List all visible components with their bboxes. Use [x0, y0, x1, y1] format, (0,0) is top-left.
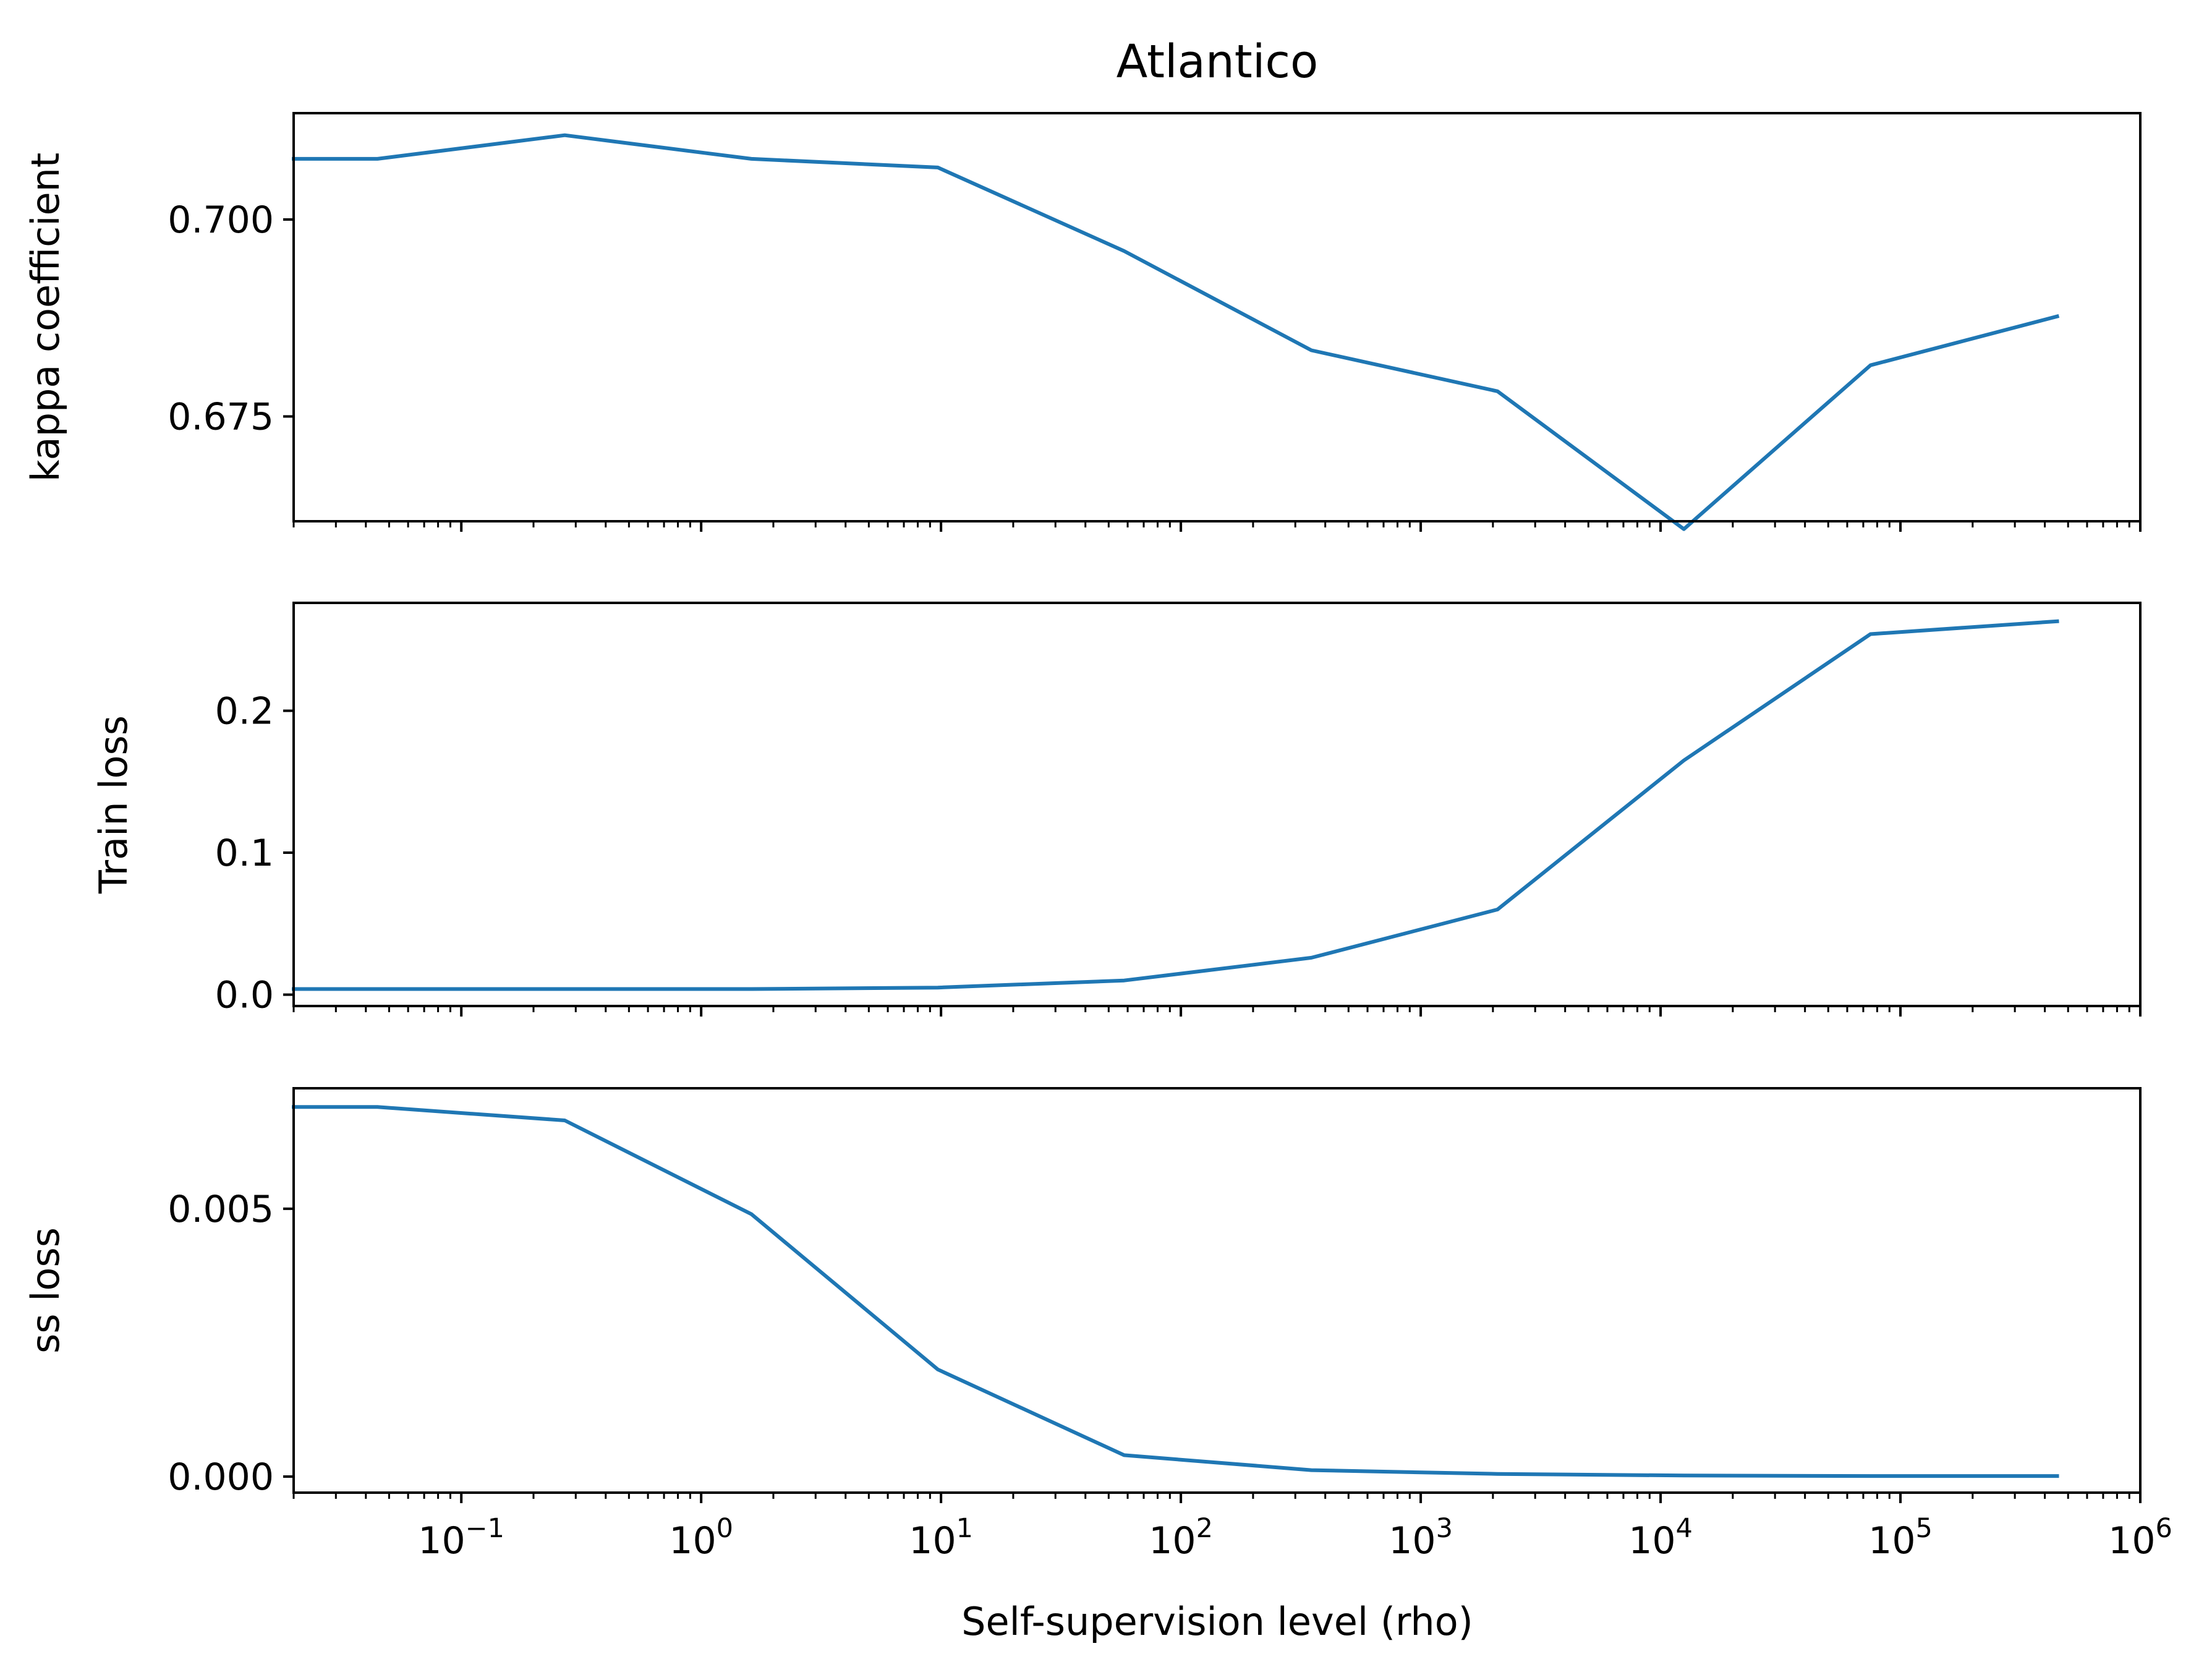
- y-tick-label: 0.0: [215, 974, 274, 1017]
- axes-frame-ss-loss: [292, 1087, 2142, 1494]
- data-point-train-loss: [376, 987, 380, 991]
- data-point-ss-loss: [1869, 1474, 1873, 1478]
- data-point-kappa: [2056, 315, 2059, 318]
- data-point-ss-loss: [1682, 1473, 1686, 1477]
- x-tick-label: 101: [909, 1513, 973, 1563]
- y-tick-label: 0.005: [168, 1188, 274, 1231]
- data-point-kappa: [1495, 390, 1499, 393]
- axes-frame-kappa: [292, 112, 2142, 522]
- y-tick-label: 0.2: [215, 689, 274, 733]
- data-point-train-loss: [936, 986, 940, 989]
- data-point-ss-loss: [749, 1213, 753, 1216]
- data-point-kappa: [749, 157, 753, 161]
- data-point-kappa: [1122, 249, 1126, 253]
- x-tick-label: 102: [1149, 1513, 1213, 1563]
- data-point-train-loss: [2056, 620, 2059, 623]
- data-point-train-loss: [1495, 908, 1499, 911]
- x-tick-label: 105: [1868, 1513, 1933, 1563]
- subplot-train-loss: 0.0 0.1 0.2 Train loss: [91, 602, 2142, 1017]
- y-tick-label: 0.000: [168, 1456, 274, 1499]
- y-tick-label: 0.675: [168, 396, 274, 439]
- data-point-kappa: [1869, 364, 1873, 367]
- data-point-train-loss: [1309, 956, 1313, 960]
- data-point-ss-loss: [376, 1105, 380, 1109]
- series-line-train-loss: [292, 619, 2059, 991]
- y-tick-label: 0.700: [168, 198, 274, 242]
- x-tick-label: 103: [1389, 1513, 1453, 1563]
- series-line-ss-loss: [292, 1105, 2059, 1478]
- y-tick-label: 0.1: [215, 832, 274, 875]
- data-point-train-loss: [1869, 633, 1873, 636]
- data-point-ss-loss: [2056, 1474, 2059, 1478]
- x-axis-label: Self-supervision level (rho): [961, 1599, 1473, 1644]
- x-tick-label: 10−1: [418, 1513, 504, 1563]
- axes-frame-train-loss: [292, 602, 2142, 1007]
- chart-title: Atlantico: [1117, 35, 1319, 88]
- data-point-ss-loss: [936, 1368, 940, 1371]
- data-point-train-loss: [1682, 759, 1686, 762]
- data-point-train-loss: [1122, 979, 1126, 983]
- x-tick-label: 104: [1628, 1513, 1693, 1563]
- x-tick-label: 100: [669, 1513, 733, 1563]
- data-point-ss-loss: [563, 1119, 567, 1122]
- subplot-ss-loss: 0.000 0.005 ss loss: [23, 1087, 2142, 1503]
- data-point-ss-loss: [1122, 1453, 1126, 1457]
- data-point-kappa: [376, 157, 380, 161]
- data-point-ss-loss: [1309, 1469, 1313, 1472]
- data-point-train-loss: [563, 987, 567, 991]
- y-axis-label-train-loss: Train loss: [91, 715, 136, 894]
- data-point-kappa: [1309, 349, 1313, 352]
- subplot-kappa: 0.675 0.700 kappa coefficient: [23, 112, 2142, 532]
- y-axis-label-kappa: kappa coefficient: [23, 153, 68, 482]
- x-tick-label: 106: [2108, 1513, 2172, 1563]
- data-point-ss-loss: [1495, 1472, 1499, 1476]
- data-point-train-loss: [749, 987, 753, 991]
- data-point-kappa: [563, 134, 567, 137]
- series-line-kappa: [292, 133, 2060, 531]
- data-point-kappa: [936, 166, 940, 169]
- data-point-kappa: [1682, 527, 1686, 531]
- y-axis-label-ss-loss: ss loss: [23, 1227, 68, 1354]
